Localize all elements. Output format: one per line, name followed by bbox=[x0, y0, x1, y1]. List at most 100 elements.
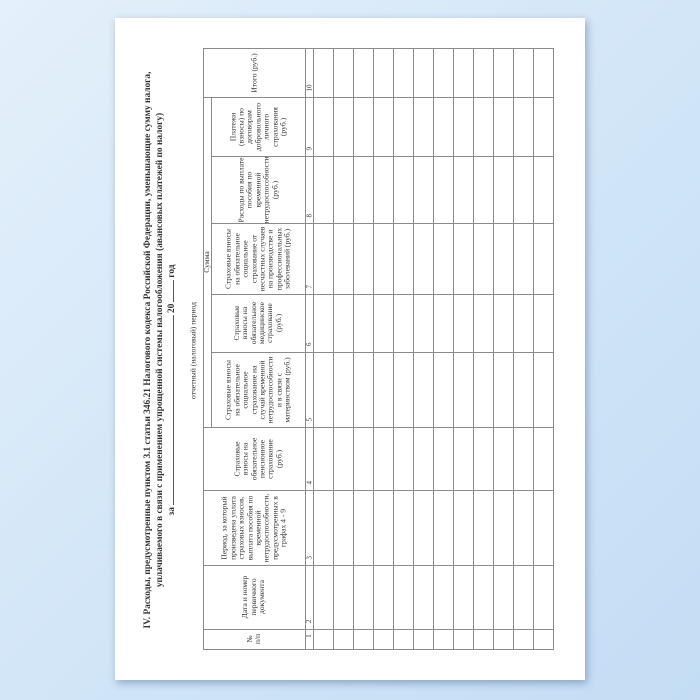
table-cell[interactable] bbox=[434, 491, 453, 565]
table-cell[interactable] bbox=[534, 353, 553, 427]
table-cell[interactable] bbox=[334, 353, 353, 427]
table-cell[interactable] bbox=[534, 49, 553, 97]
table-cell[interactable] bbox=[474, 491, 493, 565]
table-cell[interactable] bbox=[454, 224, 473, 294]
table-cell[interactable] bbox=[394, 98, 413, 156]
table-cell[interactable] bbox=[474, 295, 493, 352]
table-cell[interactable] bbox=[314, 630, 333, 649]
table-cell[interactable] bbox=[334, 157, 353, 223]
table-cell[interactable] bbox=[494, 49, 513, 97]
table-cell[interactable] bbox=[434, 295, 453, 352]
table-cell[interactable] bbox=[334, 224, 353, 294]
table-cell[interactable] bbox=[434, 566, 453, 629]
table-cell[interactable] bbox=[394, 428, 413, 490]
table-cell[interactable] bbox=[454, 49, 473, 97]
table-cell[interactable] bbox=[454, 428, 473, 490]
table-cell[interactable] bbox=[534, 491, 553, 565]
table-cell[interactable] bbox=[354, 353, 373, 427]
table-cell[interactable] bbox=[434, 428, 453, 490]
table-cell[interactable] bbox=[494, 224, 513, 294]
table-cell[interactable] bbox=[374, 49, 393, 97]
table-cell[interactable] bbox=[414, 224, 433, 294]
table-cell[interactable] bbox=[414, 98, 433, 156]
table-cell[interactable] bbox=[534, 428, 553, 490]
table-cell[interactable] bbox=[334, 566, 353, 629]
table-cell[interactable] bbox=[454, 353, 473, 427]
table-cell[interactable] bbox=[514, 98, 533, 156]
table-cell[interactable] bbox=[314, 566, 333, 629]
table-cell[interactable] bbox=[374, 295, 393, 352]
table-cell[interactable] bbox=[354, 49, 373, 97]
table-cell[interactable] bbox=[494, 630, 513, 649]
table-cell[interactable] bbox=[394, 491, 413, 565]
table-cell[interactable] bbox=[434, 353, 453, 427]
table-cell[interactable] bbox=[414, 157, 433, 223]
table-cell[interactable] bbox=[474, 157, 493, 223]
table-cell[interactable] bbox=[414, 428, 433, 490]
table-cell[interactable] bbox=[394, 353, 413, 427]
table-cell[interactable] bbox=[374, 98, 393, 156]
table-cell[interactable] bbox=[514, 224, 533, 294]
table-cell[interactable] bbox=[394, 224, 413, 294]
table-cell[interactable] bbox=[394, 566, 413, 629]
table-cell[interactable] bbox=[314, 428, 333, 490]
table-cell[interactable] bbox=[454, 491, 473, 565]
table-cell[interactable] bbox=[434, 98, 453, 156]
period-blank[interactable] bbox=[173, 315, 174, 506]
table-cell[interactable] bbox=[314, 98, 333, 156]
table-cell[interactable] bbox=[534, 98, 553, 156]
table-cell[interactable] bbox=[494, 98, 513, 156]
table-cell[interactable] bbox=[394, 295, 413, 352]
table-cell[interactable] bbox=[434, 49, 453, 97]
table-cell[interactable] bbox=[374, 491, 393, 565]
table-cell[interactable] bbox=[414, 295, 433, 352]
table-cell[interactable] bbox=[474, 49, 493, 97]
table-cell[interactable] bbox=[474, 428, 493, 490]
table-cell[interactable] bbox=[334, 428, 353, 490]
table-cell[interactable] bbox=[514, 157, 533, 223]
table-cell[interactable] bbox=[534, 630, 553, 649]
table-cell[interactable] bbox=[314, 295, 333, 352]
table-cell[interactable] bbox=[334, 98, 353, 156]
table-cell[interactable] bbox=[314, 353, 333, 427]
table-cell[interactable] bbox=[494, 353, 513, 427]
table-cell[interactable] bbox=[494, 566, 513, 629]
table-cell[interactable] bbox=[454, 630, 473, 649]
table-cell[interactable] bbox=[514, 630, 533, 649]
table-cell[interactable] bbox=[354, 295, 373, 352]
table-cell[interactable] bbox=[454, 98, 473, 156]
table-cell[interactable] bbox=[494, 491, 513, 565]
table-cell[interactable] bbox=[394, 157, 413, 223]
table-cell[interactable] bbox=[454, 157, 473, 223]
table-cell[interactable] bbox=[454, 566, 473, 629]
table-cell[interactable] bbox=[474, 630, 493, 649]
table-cell[interactable] bbox=[534, 224, 553, 294]
table-cell[interactable] bbox=[474, 566, 493, 629]
table-cell[interactable] bbox=[514, 491, 533, 565]
table-cell[interactable] bbox=[354, 98, 373, 156]
table-cell[interactable] bbox=[354, 157, 373, 223]
table-cell[interactable] bbox=[534, 295, 553, 352]
table-cell[interactable] bbox=[354, 428, 373, 490]
table-cell[interactable] bbox=[334, 295, 353, 352]
year-blank[interactable] bbox=[173, 279, 174, 302]
table-cell[interactable] bbox=[374, 630, 393, 649]
table-cell[interactable] bbox=[314, 491, 333, 565]
table-cell[interactable] bbox=[374, 157, 393, 223]
table-cell[interactable] bbox=[514, 566, 533, 629]
table-cell[interactable] bbox=[374, 353, 393, 427]
table-cell[interactable] bbox=[374, 428, 393, 490]
table-cell[interactable] bbox=[514, 428, 533, 490]
table-cell[interactable] bbox=[414, 49, 433, 97]
table-cell[interactable] bbox=[414, 566, 433, 629]
table-cell[interactable] bbox=[474, 353, 493, 427]
table-cell[interactable] bbox=[434, 630, 453, 649]
table-cell[interactable] bbox=[394, 630, 413, 649]
table-cell[interactable] bbox=[494, 157, 513, 223]
table-cell[interactable] bbox=[334, 491, 353, 565]
table-cell[interactable] bbox=[454, 295, 473, 352]
table-cell[interactable] bbox=[434, 157, 453, 223]
table-cell[interactable] bbox=[374, 224, 393, 294]
table-cell[interactable] bbox=[354, 491, 373, 565]
table-cell[interactable] bbox=[354, 566, 373, 629]
